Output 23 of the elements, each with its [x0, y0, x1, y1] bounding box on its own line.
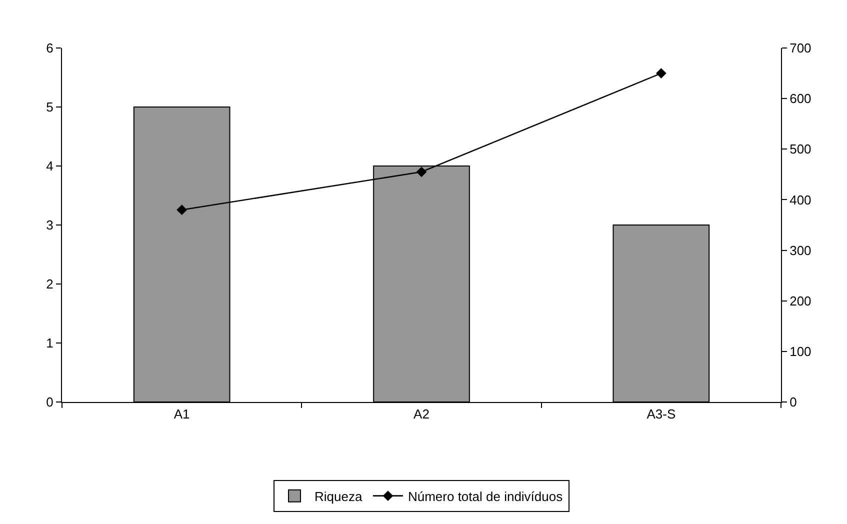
y-tick-label: 5 — [46, 100, 54, 115]
point — [656, 68, 666, 78]
y2-tick-label: 700 — [790, 40, 812, 56]
y2-tick-label: 300 — [790, 242, 812, 258]
x-tick-label: A1 — [174, 406, 190, 422]
y2-tick-label: 500 — [790, 142, 812, 157]
x-tick-label: A2 — [414, 406, 430, 422]
y-tick-label: 0 — [46, 394, 54, 410]
point — [176, 204, 188, 216]
y-tick-label: 1 — [46, 336, 54, 351]
y2-tick-label: 100 — [790, 344, 812, 359]
y-tick-label: 2 — [46, 276, 54, 292]
point — [416, 166, 427, 178]
y2-tick-label: 600 — [790, 91, 812, 106]
y-tick-label: 6 — [46, 40, 54, 56]
x-tick-label: A3-S — [646, 406, 676, 422]
y2-tick-label: 400 — [790, 192, 812, 208]
y2-tick-label: 200 — [790, 293, 812, 308]
y-tick-label: 3 — [46, 218, 54, 233]
legend-label: Riqueza — [314, 488, 363, 504]
legend-label: Número total de indivíduos — [408, 488, 564, 504]
y-tick-label: 4 — [46, 158, 54, 174]
y2-tick-label: 0 — [790, 394, 797, 410]
